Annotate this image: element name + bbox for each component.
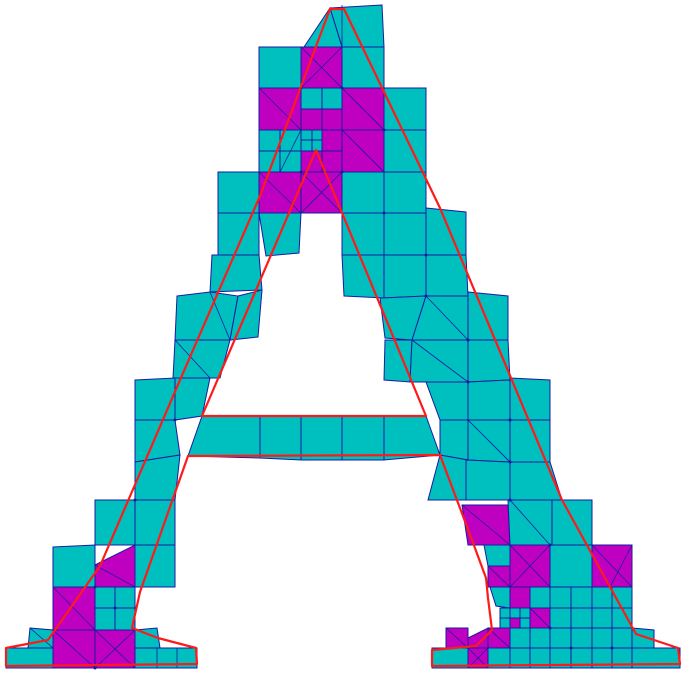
mesh-nodes xyxy=(93,86,614,670)
inner-hole-boundary xyxy=(200,148,428,418)
upper-left-leg-cells xyxy=(217,87,427,214)
crossbar-cells xyxy=(187,415,441,461)
left-leg-cells xyxy=(5,212,302,669)
letter-a-boundary xyxy=(4,7,682,668)
outer-boundary xyxy=(4,7,682,668)
apex-cells xyxy=(258,4,385,89)
